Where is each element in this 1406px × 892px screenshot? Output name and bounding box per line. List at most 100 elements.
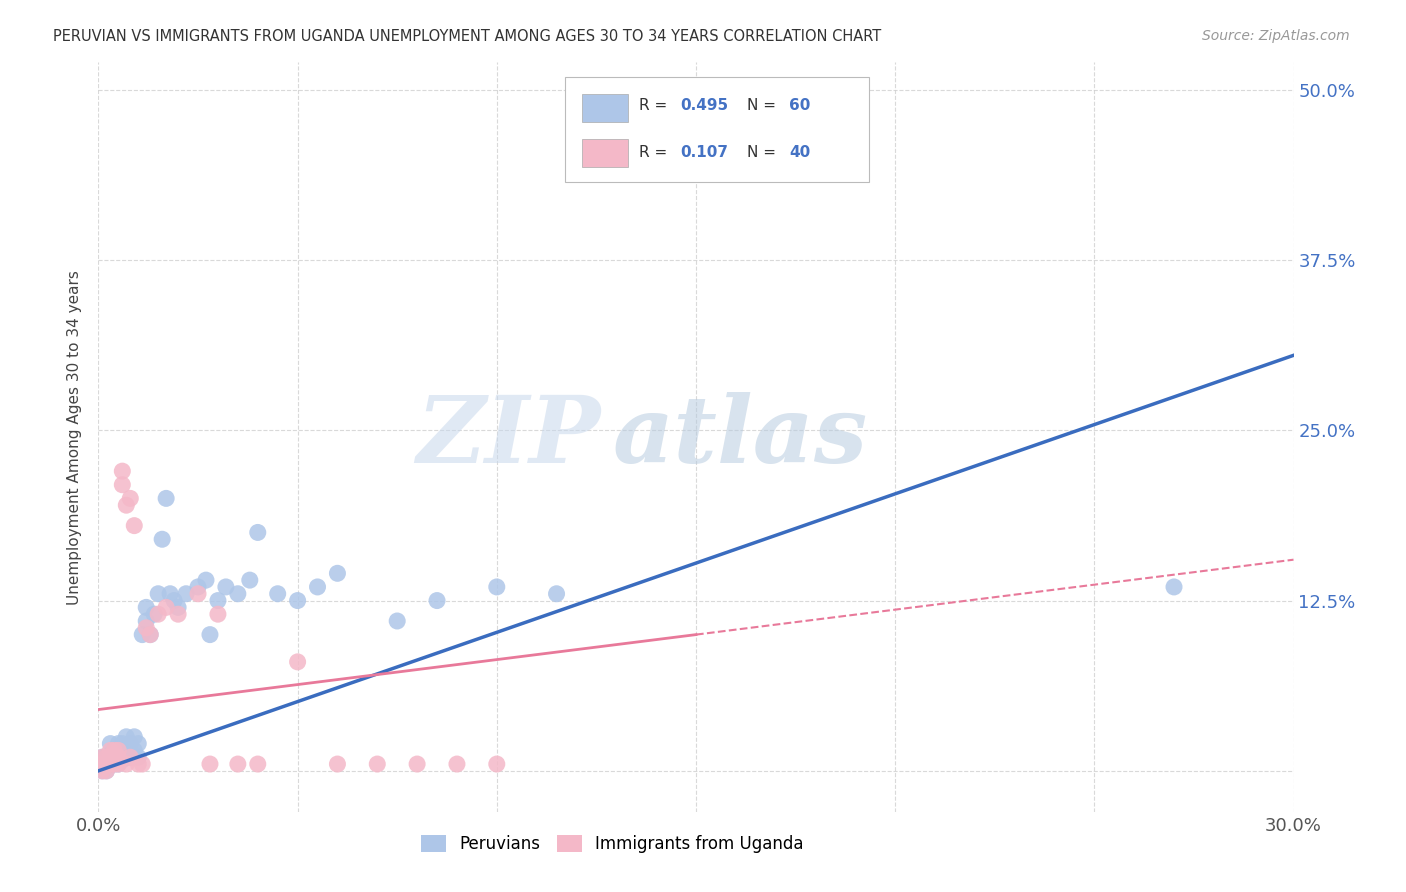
Point (96, 750, 118, 764)
Point (1163, 580, 1185, 594)
Point (96, 764, 118, 778)
Point (103, 743, 125, 757)
Text: PERUVIAN VS IMMIGRANTS FROM UGANDA UNEMPLOYMENT AMONG AGES 30 TO 34 YEARS CORREL: PERUVIAN VS IMMIGRANTS FROM UGANDA UNEMP… (53, 29, 882, 44)
FancyBboxPatch shape (565, 78, 869, 182)
Point (326, 757, 349, 772)
Point (91, 750, 114, 764)
Text: 0.107: 0.107 (681, 145, 728, 160)
Point (239, 573, 262, 587)
Point (485, 580, 508, 594)
Point (426, 593, 449, 607)
Point (267, 587, 290, 601)
Point (143, 607, 166, 622)
Point (98, 747, 122, 762)
FancyBboxPatch shape (582, 139, 628, 168)
Point (115, 757, 138, 772)
Point (127, 737, 149, 751)
Point (96, 757, 118, 772)
Point (98, 743, 122, 757)
Text: R =: R = (638, 98, 672, 113)
Point (198, 627, 221, 641)
Point (446, 757, 468, 772)
Point (127, 750, 149, 764)
Point (287, 593, 309, 607)
Point (91, 764, 114, 778)
Point (91, 750, 114, 764)
Point (366, 757, 388, 772)
Y-axis label: Unemployment Among Ages 30 to 34 years: Unemployment Among Ages 30 to 34 years (67, 269, 83, 605)
Point (215, 580, 238, 594)
Point (107, 750, 129, 764)
Point (127, 757, 149, 772)
Point (115, 498, 138, 512)
Point (155, 600, 177, 615)
Point (111, 464, 134, 478)
Point (111, 737, 134, 751)
Point (287, 655, 309, 669)
Point (91, 764, 114, 778)
Point (485, 757, 508, 772)
Point (98, 753, 122, 767)
Point (135, 621, 157, 635)
Point (120, 491, 142, 506)
Point (546, 587, 568, 601)
Point (195, 573, 218, 587)
Point (111, 477, 134, 491)
Text: atlas: atlas (613, 392, 868, 482)
Point (163, 593, 186, 607)
Text: ZIP: ZIP (416, 392, 600, 482)
Text: 0.495: 0.495 (681, 98, 728, 113)
Point (98, 757, 122, 772)
Point (150, 533, 173, 547)
Point (107, 737, 129, 751)
Point (307, 580, 329, 594)
Point (91, 757, 114, 772)
Point (120, 750, 142, 764)
Text: R =: R = (638, 145, 672, 160)
Point (148, 607, 170, 622)
Point (135, 600, 157, 615)
FancyBboxPatch shape (582, 94, 628, 122)
Point (96, 750, 118, 764)
Point (385, 614, 409, 628)
Point (406, 757, 429, 772)
Point (174, 587, 197, 601)
Point (159, 587, 181, 601)
Point (139, 627, 162, 641)
Point (207, 607, 229, 622)
Point (98, 750, 122, 764)
Text: N =: N = (748, 145, 782, 160)
Point (167, 607, 190, 622)
Point (326, 566, 349, 581)
Point (124, 743, 146, 757)
Point (226, 757, 249, 772)
Point (187, 587, 209, 601)
Point (107, 743, 129, 757)
Point (187, 580, 209, 594)
Point (124, 730, 146, 744)
Point (111, 750, 134, 764)
Point (115, 750, 138, 764)
Point (120, 750, 142, 764)
Point (131, 757, 153, 772)
Point (139, 627, 162, 641)
Point (115, 743, 138, 757)
Point (246, 525, 269, 540)
Point (103, 757, 125, 772)
Point (226, 587, 249, 601)
Point (246, 757, 269, 772)
Point (107, 750, 129, 764)
Point (107, 757, 129, 772)
Point (103, 743, 125, 757)
Point (96, 764, 118, 778)
Point (120, 737, 142, 751)
Point (103, 750, 125, 764)
Point (103, 757, 125, 772)
Point (103, 750, 125, 764)
Point (96, 753, 118, 767)
Point (107, 743, 129, 757)
Point (98, 757, 122, 772)
Point (148, 587, 170, 601)
Point (111, 753, 134, 767)
Point (198, 757, 221, 772)
